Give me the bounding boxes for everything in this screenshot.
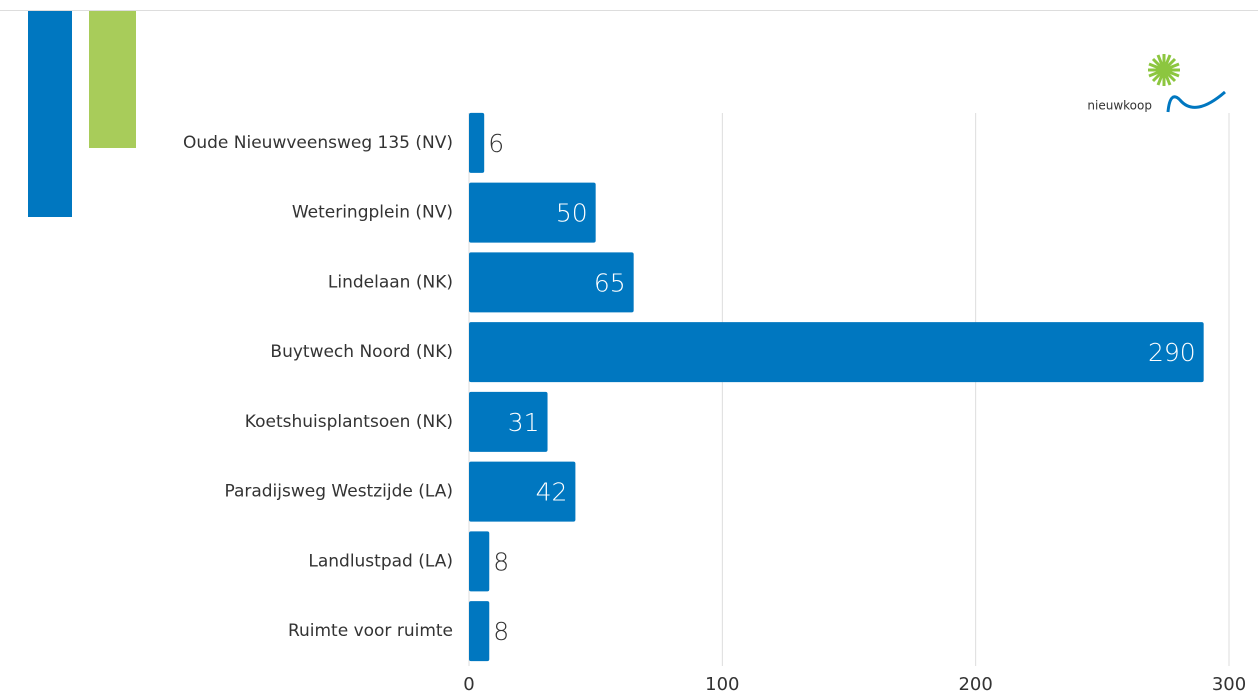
bar <box>469 601 490 662</box>
x-tick-label: 0 <box>463 674 474 695</box>
value-label: 8 <box>493 617 509 646</box>
value-label: 8 <box>493 547 509 576</box>
x-tick-label: 100 <box>705 674 739 695</box>
value-label: 42 <box>536 478 568 507</box>
value-label: 65 <box>594 268 626 297</box>
y-tick-label: Paradijsweg Westzijde (LA) <box>224 482 453 502</box>
y-tick-label: Weteringplein (NV) <box>292 203 453 223</box>
y-tick-label: Koetshuisplantsoen (NK) <box>245 412 453 432</box>
value-label: 290 <box>1148 338 1196 367</box>
y-tick-label: Buytwech Noord (NK) <box>270 342 453 362</box>
bar <box>469 461 576 522</box>
logo-text: nieuwkoop <box>1087 99 1152 113</box>
value-label: 6 <box>488 129 504 158</box>
logo: nieuwkoop <box>1087 54 1226 113</box>
y-tick-label: Oude Nieuwveensweg 135 (NV) <box>183 133 453 153</box>
bar <box>469 322 1204 383</box>
value-label: 31 <box>508 408 540 437</box>
bar <box>469 182 596 243</box>
value-label: 50 <box>556 199 588 228</box>
y-tick-label: Ruimte voor ruimte <box>288 621 453 641</box>
y-tick-label: Lindelaan (NK) <box>328 272 453 292</box>
bar <box>469 252 634 313</box>
bar <box>469 391 548 452</box>
decor-green <box>89 11 136 148</box>
decor-blue <box>28 11 72 217</box>
bar <box>469 112 485 173</box>
x-tick-label: 300 <box>1212 674 1246 695</box>
y-tick-label: Landlustpad (LA) <box>308 551 453 571</box>
bar <box>469 531 490 592</box>
x-tick-label: 200 <box>958 674 992 695</box>
